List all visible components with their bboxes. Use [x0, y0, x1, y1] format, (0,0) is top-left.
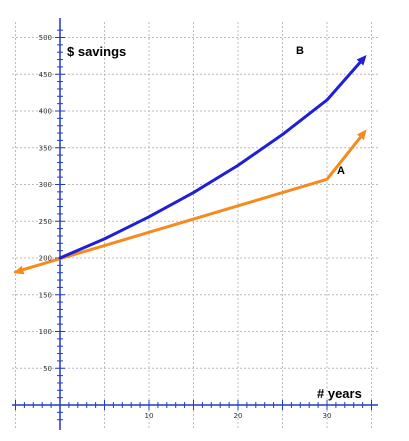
arrowhead-end-a: [356, 129, 367, 141]
series-label-a: A: [337, 165, 345, 177]
y-tick-label: 450: [39, 71, 52, 79]
y-tick-label: 500: [39, 34, 52, 42]
grid-lines: [12, 22, 378, 430]
x-axis-label: # years: [317, 386, 362, 401]
y-tick-label: 150: [39, 291, 52, 299]
y-tick-label: 350: [39, 144, 52, 152]
y-tick-label: 200: [39, 255, 52, 263]
series-line-b: [58, 58, 365, 260]
y-tick-label: 50: [43, 365, 52, 373]
x-tick-label: 20: [234, 412, 243, 420]
arrowhead-end-b: [356, 55, 367, 66]
y-axis-label: $ savings: [67, 44, 126, 59]
series-label-b: B: [296, 45, 304, 57]
x-tick-label: 30: [323, 412, 332, 420]
series-lines: [13, 55, 367, 275]
series-line-a: [14, 133, 365, 274]
axes: [12, 18, 378, 430]
y-tick-label: 100: [39, 328, 52, 336]
y-tick-label: 300: [39, 181, 52, 189]
arrowhead-start-a: [13, 265, 25, 275]
chart-labels: 50 100 150 200 250 300 350 400 450 500 10 20 30 A B: [39, 34, 345, 420]
x-tick-label: 10: [145, 412, 154, 420]
y-tick-label: 400: [39, 108, 52, 116]
y-tick-label: 250: [39, 218, 52, 226]
